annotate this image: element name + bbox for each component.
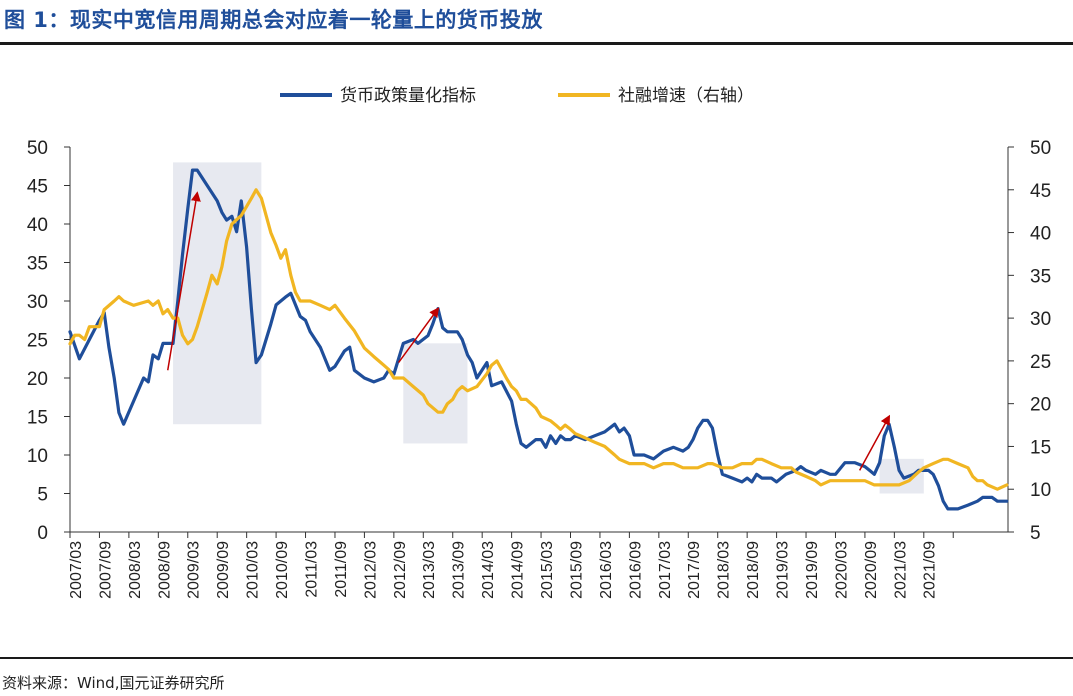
right-tick-label: 35 — [1030, 266, 1051, 287]
x-tick-label: 2008/09 — [156, 541, 173, 599]
x-tick-label: 2012/03 — [362, 541, 379, 599]
title-divider — [0, 42, 1073, 45]
x-tick-label: 2016/09 — [627, 541, 644, 599]
x-tick-label: 2007/03 — [68, 541, 85, 599]
x-tick-label: 2018/03 — [716, 541, 733, 599]
annotation-arrow-1 — [397, 307, 440, 364]
right-tick-label: 25 — [1030, 352, 1051, 373]
right-tick-label: 5 — [1030, 523, 1041, 544]
legend-label: 货币政策量化指标 — [340, 86, 476, 106]
right-tick-label: 50 — [1030, 138, 1051, 159]
x-tick-label: 2021/03 — [892, 541, 909, 599]
x-tick-label: 2018/09 — [745, 541, 762, 599]
x-tick-label: 2015/09 — [568, 541, 585, 599]
right-tick-label: 40 — [1030, 224, 1051, 245]
series-line-monetary-policy — [68, 168, 1009, 511]
x-tick-label: 2010/03 — [245, 541, 262, 599]
left-tick-label: 30 — [27, 292, 48, 313]
left-tick-label: 15 — [27, 408, 48, 429]
x-tick-label: 2011/09 — [333, 541, 350, 598]
left-tick-label: 40 — [27, 215, 48, 236]
series-line-social-financing — [68, 188, 1009, 491]
x-tick-label: 2015/03 — [539, 541, 556, 599]
x-tick-label: 2014/09 — [510, 541, 527, 599]
figure-title: 图 1：现实中宽信用周期总会对应着一轮量上的货币投放 — [4, 8, 543, 32]
x-tick-label: 2009/09 — [215, 541, 232, 599]
x-tick-label: 2013/03 — [421, 541, 438, 599]
left-tick-label: 5 — [37, 485, 48, 506]
x-tick-label: 2019/03 — [775, 541, 792, 599]
x-tick-label: 2020/09 — [863, 541, 880, 599]
x-tick-label: 2008/03 — [127, 541, 144, 599]
series-lines — [68, 168, 1009, 511]
x-tick-label: 2021/09 — [922, 541, 939, 599]
left-tick-label: 50 — [27, 138, 48, 159]
annotation-arrow-2 — [858, 414, 891, 471]
x-tick-label: 2014/03 — [480, 541, 497, 599]
legend-label: 社融增速（右轴） — [618, 86, 754, 106]
x-tick-label: 2017/09 — [686, 541, 703, 599]
x-tick-label: 2011/03 — [303, 541, 320, 598]
x-tick-label: 2020/03 — [833, 541, 850, 599]
right-tick-label: 10 — [1030, 480, 1051, 501]
x-tick-label: 2013/09 — [451, 541, 468, 599]
axes: 0 5 10 15 20 25 30 35 40 45 50 5 10 15 20 25 30 35 40 45 50 2… — [27, 138, 1051, 599]
right-tick-label: 30 — [1030, 309, 1051, 330]
shaded-period-1 — [403, 343, 468, 444]
annotation-arrow-0 — [167, 191, 201, 371]
annotation-arrows — [167, 191, 891, 471]
x-tick-label: 2009/03 — [186, 541, 203, 599]
left-tick-label: 25 — [27, 331, 48, 352]
left-tick-label: 35 — [27, 254, 48, 275]
x-tick-label: 2010/09 — [274, 541, 291, 599]
source-note: 资料来源：Wind,国元证券研究所 — [2, 674, 225, 692]
right-tick-label: 20 — [1030, 395, 1051, 416]
x-tick-label: 2019/09 — [804, 541, 821, 599]
right-tick-label: 15 — [1030, 437, 1051, 458]
x-tick-label: 2017/03 — [657, 541, 674, 599]
x-tick-label: 2012/09 — [392, 541, 409, 599]
left-tick-label: 10 — [27, 446, 48, 467]
left-tick-label: 0 — [37, 523, 48, 544]
right-tick-label: 45 — [1030, 181, 1051, 202]
x-tick-label: 2016/03 — [598, 541, 615, 599]
x-tick-label: 2007/09 — [97, 541, 114, 599]
legend: 货币政策量化指标 社融增速（右轴） — [280, 86, 754, 106]
left-tick-label: 20 — [27, 369, 48, 390]
left-tick-label: 45 — [27, 177, 48, 198]
source-divider — [0, 657, 1073, 659]
